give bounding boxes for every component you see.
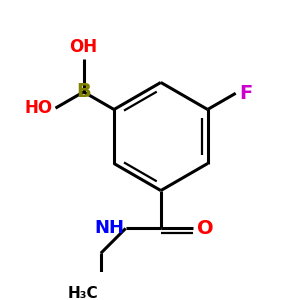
Text: B: B [76,82,91,101]
Text: NH: NH [94,219,124,237]
Text: H₃C: H₃C [68,286,98,300]
Text: O: O [197,219,213,238]
Text: OH: OH [70,38,98,56]
Text: F: F [239,84,252,103]
Text: HO: HO [25,99,53,117]
